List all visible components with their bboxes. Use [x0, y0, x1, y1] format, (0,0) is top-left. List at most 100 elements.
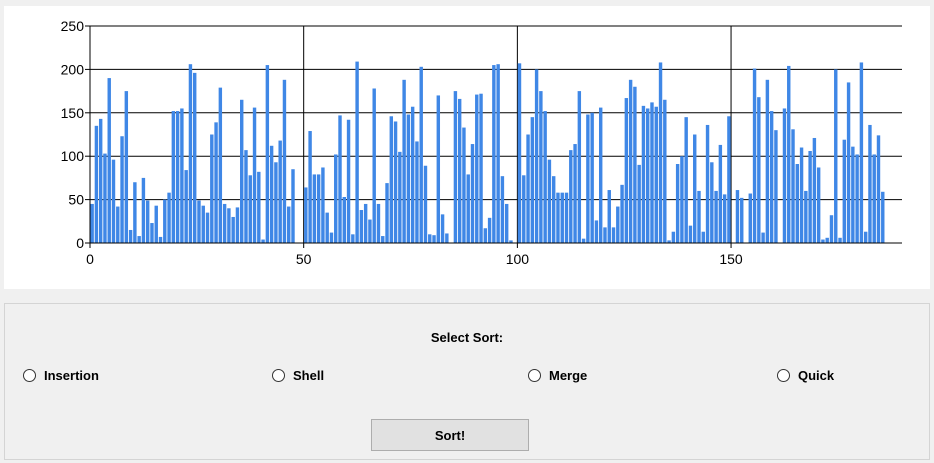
bar-107: [547, 159, 552, 243]
radio-circle-icon[interactable]: [272, 369, 285, 382]
bar-176: [842, 139, 847, 243]
bar-105: [539, 91, 543, 243]
radio-circle-icon[interactable]: [528, 369, 541, 382]
bar-59: [342, 196, 346, 243]
bar-64: [363, 203, 368, 243]
bar-9: [128, 229, 133, 243]
radio-insertion[interactable]: Insertion: [23, 368, 99, 383]
bar-46: [287, 206, 291, 243]
select-sort-label: Select Sort:: [430, 330, 504, 345]
bar-91: [479, 93, 483, 243]
bar-chart: 0 50 100 150 200 250 0 50 100 150: [61, 18, 902, 267]
bar-134: [663, 99, 667, 243]
bar-7: [120, 136, 124, 243]
radio-label-quick: Quick: [798, 368, 835, 383]
bar-183: [872, 154, 876, 243]
bar-145: [710, 162, 714, 243]
bar-147: [718, 144, 723, 243]
bar-100: [517, 63, 522, 243]
bar-133: [658, 62, 663, 244]
bar-87: [462, 127, 466, 243]
bar-77: [419, 66, 423, 243]
bar-131: [650, 102, 654, 243]
bar-130: [646, 108, 650, 244]
bar-71: [393, 121, 398, 243]
y-tick-label-0: 0: [76, 235, 84, 251]
bar-140: [688, 225, 693, 243]
bar-152: [740, 197, 744, 243]
bar-24: [192, 72, 197, 243]
bar-20: [175, 111, 180, 244]
chart-panel: 0 50 100 150 200 250 0 50 100 150: [4, 6, 930, 289]
bar-61: [351, 234, 355, 243]
bar-158: [765, 79, 770, 243]
bar-69: [385, 183, 389, 243]
bar-29: [214, 122, 218, 243]
bar-58: [338, 115, 342, 243]
radio-quick[interactable]: Quick: [777, 368, 834, 383]
bar-165: [795, 164, 800, 243]
bar-90: [475, 94, 479, 244]
bar-122: [611, 227, 616, 243]
radio-merge[interactable]: Merge: [528, 368, 587, 383]
bar-72: [398, 151, 402, 243]
bar-16: [158, 236, 163, 243]
bar-93: [487, 217, 492, 243]
bar-117: [590, 112, 594, 243]
radio-label-shell: Shell: [293, 368, 325, 383]
bar-139: [684, 117, 688, 243]
bar-25: [197, 200, 201, 243]
bar-98: [509, 240, 513, 243]
bar-27: [205, 212, 210, 243]
bar-10: [133, 182, 137, 243]
bar-54: [321, 167, 325, 243]
bar-132: [654, 106, 658, 243]
bar-115: [581, 238, 586, 243]
radio-circle-icon[interactable]: [777, 369, 790, 382]
radio-circle-icon[interactable]: [23, 369, 36, 382]
bar-45: [282, 79, 287, 243]
bar-42: [269, 145, 274, 243]
bar-75: [410, 106, 415, 243]
bar-182: [868, 124, 872, 243]
bar-157: [761, 232, 765, 243]
bar-0: [90, 203, 94, 243]
bar-124: [620, 184, 624, 243]
bar-50: [304, 187, 308, 243]
bar-180: [859, 62, 864, 244]
bar-5: [111, 159, 116, 243]
bar-41: [265, 65, 270, 243]
x-tick-label-150: 150: [719, 251, 743, 267]
bar-86: [457, 98, 462, 243]
bar-47: [291, 169, 295, 243]
bar-52: [312, 174, 317, 243]
bar-74: [406, 114, 411, 243]
bar-95: [496, 64, 500, 243]
bar-142: [697, 190, 701, 243]
bar-80: [432, 235, 436, 243]
bar-151: [735, 190, 740, 243]
bar-51: [308, 131, 312, 243]
bar-43: [274, 162, 278, 243]
bar-81: [436, 95, 441, 243]
bar-22: [184, 170, 188, 243]
bar-17: [163, 199, 167, 243]
sort-button[interactable]: Sort!: [371, 419, 529, 451]
radio-shell[interactable]: Shell: [272, 368, 324, 383]
bar-55: [325, 212, 329, 243]
sort-controls-panel: Select Sort: Insertion Shell Merge Quick…: [4, 303, 930, 460]
bar-70: [389, 116, 394, 243]
y-tick-label-250: 250: [61, 18, 85, 34]
bar-66: [372, 88, 376, 243]
bar-185: [881, 191, 885, 243]
bar-160: [774, 130, 778, 243]
bar-170: [816, 167, 821, 243]
bar-167: [804, 190, 808, 243]
x-tick-label-0: 0: [86, 251, 94, 267]
y-tick-label-50: 50: [68, 192, 84, 208]
bar-14: [150, 223, 154, 243]
x-tick-label-100: 100: [506, 251, 530, 267]
bar-120: [603, 227, 607, 243]
bar-125: [624, 98, 629, 243]
bar-126: [628, 79, 633, 243]
